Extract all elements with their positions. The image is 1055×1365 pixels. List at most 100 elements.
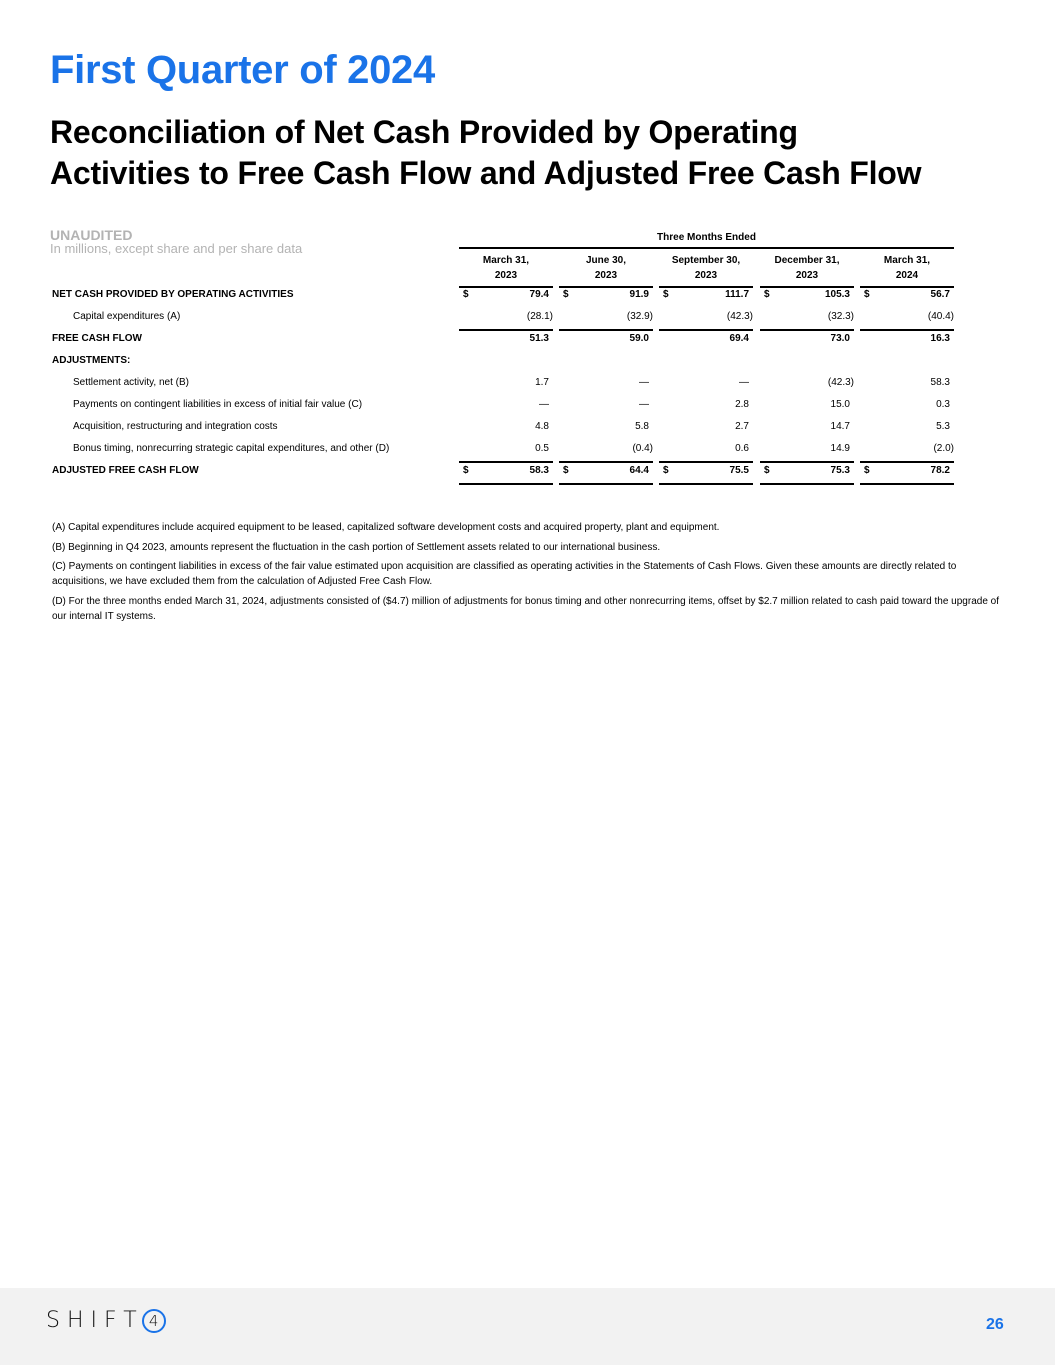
logo-circle-digit: 4 — [141, 1308, 166, 1333]
cell-value: 78.2 — [930, 465, 950, 476]
cell-value: (0.4) — [632, 443, 653, 454]
dollar-sign: $ — [864, 465, 870, 476]
table-row: ADJUSTMENTS: — [52, 351, 954, 373]
cell-value: 91.9 — [629, 289, 649, 300]
table-cell: (32.3) — [760, 307, 854, 331]
row-label: NET CASH PROVIDED BY OPERATING ACTIVITIE… — [52, 289, 294, 300]
table-cell: — — [459, 395, 553, 417]
column-header-line2: 2023 — [694, 270, 718, 281]
dollar-sign: $ — [563, 465, 569, 476]
table-cell: 14.7 — [760, 417, 854, 439]
footnote-d: (D) For the three months ended March 31,… — [52, 595, 999, 622]
table-cell: (2.0) — [860, 439, 954, 463]
row-label: ADJUSTMENTS: — [52, 355, 131, 366]
table-cell: $64.4 — [559, 461, 653, 485]
column-header-line1: September 30, — [671, 255, 741, 266]
table-cell: 16.3 — [860, 329, 954, 351]
dollar-sign: $ — [663, 289, 669, 300]
cell-value: — — [639, 399, 649, 410]
table-row: Bonus timing, nonrecurring strategic cap… — [52, 439, 954, 463]
column-header-line1: December 31, — [774, 255, 840, 266]
table-row: Capital expenditures (A) (28.1) (32.9) (42.… — [52, 307, 954, 331]
table-cell: 51.3 — [459, 329, 553, 351]
cell-value: 59.0 — [629, 333, 649, 344]
cell-value: (32.9) — [626, 311, 653, 322]
column-header-line2: 2023 — [494, 270, 518, 281]
table-row: FREE CASH FLOW 51.3 59.0 69.4 73.0 16.3 — [52, 329, 954, 351]
table-cell: 14.9 — [760, 439, 854, 463]
cell-value: (42.3) — [726, 311, 753, 322]
table-cell: 0.6 — [659, 439, 753, 463]
cell-value: 105.3 — [824, 289, 850, 300]
column-header-line2: 2023 — [594, 270, 618, 281]
table-cell: (42.3) — [760, 373, 854, 395]
table-row: NET CASH PROVIDED BY OPERATING ACTIVITIE… — [52, 285, 954, 307]
cell-value: (42.3) — [827, 377, 854, 388]
group-header: Three Months Ended — [459, 232, 954, 249]
table-cell: — — [659, 373, 753, 395]
row-label: Payments on contingent liabilities in ex… — [73, 399, 363, 410]
cell-value: 14.9 — [830, 443, 850, 454]
dollar-sign: $ — [663, 465, 669, 476]
table-cell: $111.7 — [659, 285, 753, 307]
cell-value: 64.4 — [629, 465, 649, 476]
cell-value: 14.7 — [830, 421, 850, 432]
table-cell: (40.4) — [860, 307, 954, 331]
cell-value: 2.7 — [735, 421, 749, 432]
cell-value: — — [739, 377, 749, 388]
table-cell: $75.5 — [659, 461, 753, 485]
dollar-sign: $ — [563, 289, 569, 300]
cell-value: 0.5 — [535, 443, 549, 454]
table-cell: 15.0 — [760, 395, 854, 417]
cell-value: 0.3 — [936, 399, 950, 410]
footer: SHIFT 4 26 — [0, 1288, 1055, 1365]
units-label: In millions, except share and per share … — [50, 241, 303, 256]
cell-value: 75.3 — [830, 465, 850, 476]
unaudited-label: UNAUDITED — [50, 227, 133, 243]
table-cell: $105.3 — [760, 285, 854, 307]
shift4-logo: SHIFT 4 — [46, 1308, 166, 1333]
row-label: Acquisition, restructuring and integrati… — [73, 421, 278, 432]
logo-text: SHIFT — [46, 1308, 144, 1333]
table-cell: (28.1) — [459, 307, 553, 331]
table-cell: $79.4 — [459, 285, 553, 307]
table-cell: $78.2 — [860, 461, 954, 485]
dollar-sign: $ — [864, 289, 870, 300]
table-cell: 5.3 — [860, 417, 954, 439]
table-cell: 1.7 — [459, 373, 553, 395]
subtitle-line-2: Activities to Free Cash Flow and Adjuste… — [50, 155, 922, 191]
column-header-line2: 2024 — [895, 270, 919, 281]
column-header: March 31, 2023 — [459, 253, 553, 288]
cell-value: (32.3) — [827, 311, 854, 322]
cell-value: 51.3 — [529, 333, 549, 344]
column-header-line2: 2023 — [795, 270, 819, 281]
table-row: ADJUSTED FREE CASH FLOW $58.3 $64.4 $75.5 $7… — [52, 461, 954, 485]
footnote-c: (C) Payments on contingent liabilities i… — [52, 561, 957, 587]
table-cell: 4.8 — [459, 417, 553, 439]
cell-value: 16.3 — [930, 333, 950, 344]
table-cell — [459, 351, 553, 373]
column-header: June 30, 2023 — [559, 253, 653, 288]
cell-value: (2.0) — [933, 443, 954, 454]
table-row: Payments on contingent liabilities in ex… — [52, 395, 954, 417]
dollar-sign: $ — [764, 289, 770, 300]
cell-value: (40.4) — [927, 311, 954, 322]
column-header-line1: June 30, — [585, 255, 627, 266]
row-label: ADJUSTED FREE CASH FLOW — [52, 465, 199, 476]
column-header: December 31, 2023 — [760, 253, 854, 288]
footnote-a: (A) Capital expenditures include acquire… — [52, 522, 720, 533]
row-label: Bonus timing, nonrecurring strategic cap… — [73, 443, 390, 454]
cell-value: (28.1) — [526, 311, 553, 322]
cell-value: — — [539, 399, 549, 410]
table-cell: 0.3 — [860, 395, 954, 417]
column-header: March 31, 2024 — [860, 253, 954, 288]
table-cell: 2.7 — [659, 417, 753, 439]
table-row: Settlement activity, net (B) 1.7 — — (42.3) 5… — [52, 373, 954, 395]
column-header: September 30, 2023 — [659, 253, 753, 288]
column-header-line1: March 31, — [482, 255, 530, 266]
table-cell: $56.7 — [860, 285, 954, 307]
subtitle-line-1: Reconciliation of Net Cash Provided by O… — [50, 114, 798, 150]
footnote-b: (B) Beginning in Q4 2023, amounts repres… — [52, 541, 661, 553]
cell-value: 111.7 — [725, 289, 749, 300]
cell-value: 1.7 — [535, 377, 549, 388]
